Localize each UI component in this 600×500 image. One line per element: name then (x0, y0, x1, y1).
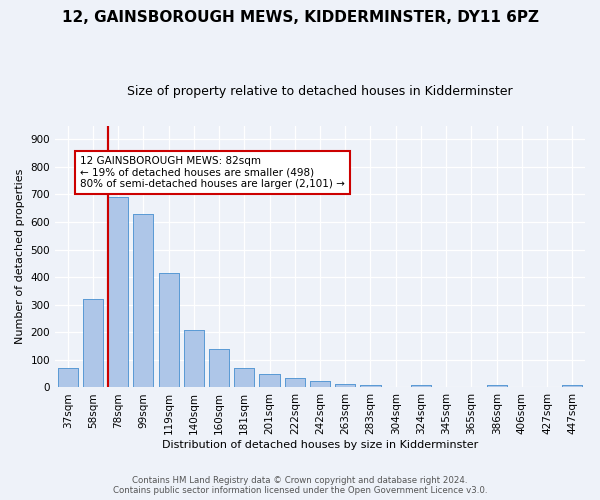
Bar (361, 384, 380, 388)
Bar (234, 368, 254, 388)
Bar (487, 386, 507, 388)
Bar (411, 386, 431, 388)
Bar (562, 386, 583, 388)
Y-axis label: Number of detached properties: Number of detached properties (15, 169, 25, 344)
X-axis label: Distribution of detached houses by size in Kidderminster: Distribution of detached houses by size … (162, 440, 478, 450)
Bar (58, 368, 78, 388)
Bar (361, 384, 380, 388)
Bar (133, 214, 154, 388)
Title: Size of property relative to detached houses in Kidderminster: Size of property relative to detached ho… (127, 85, 513, 98)
Bar (209, 350, 229, 388)
Bar (487, 386, 507, 388)
Bar (209, 350, 229, 388)
Bar (184, 330, 204, 388)
Text: 12 GAINSBOROUGH MEWS: 82sqm
← 19% of detached houses are smaller (498)
80% of se: 12 GAINSBOROUGH MEWS: 82sqm ← 19% of det… (80, 156, 345, 189)
Bar (158, 273, 179, 388)
Bar (259, 374, 280, 388)
Text: Contains HM Land Registry data © Crown copyright and database right 2024.
Contai: Contains HM Land Registry data © Crown c… (113, 476, 487, 495)
Bar (284, 378, 305, 388)
Bar (108, 197, 128, 388)
Bar (184, 330, 204, 388)
Bar (58, 368, 78, 388)
Bar (562, 386, 583, 388)
Bar (259, 374, 280, 388)
Bar (335, 384, 355, 388)
Bar (133, 214, 154, 388)
Bar (310, 381, 330, 388)
Bar (335, 384, 355, 388)
Bar (284, 378, 305, 388)
Bar (234, 368, 254, 388)
Bar (158, 273, 179, 388)
Bar (83, 299, 103, 388)
Bar (411, 386, 431, 388)
Bar (108, 197, 128, 388)
Bar (83, 299, 103, 388)
Bar (310, 381, 330, 388)
Text: 12, GAINSBOROUGH MEWS, KIDDERMINSTER, DY11 6PZ: 12, GAINSBOROUGH MEWS, KIDDERMINSTER, DY… (62, 10, 539, 25)
